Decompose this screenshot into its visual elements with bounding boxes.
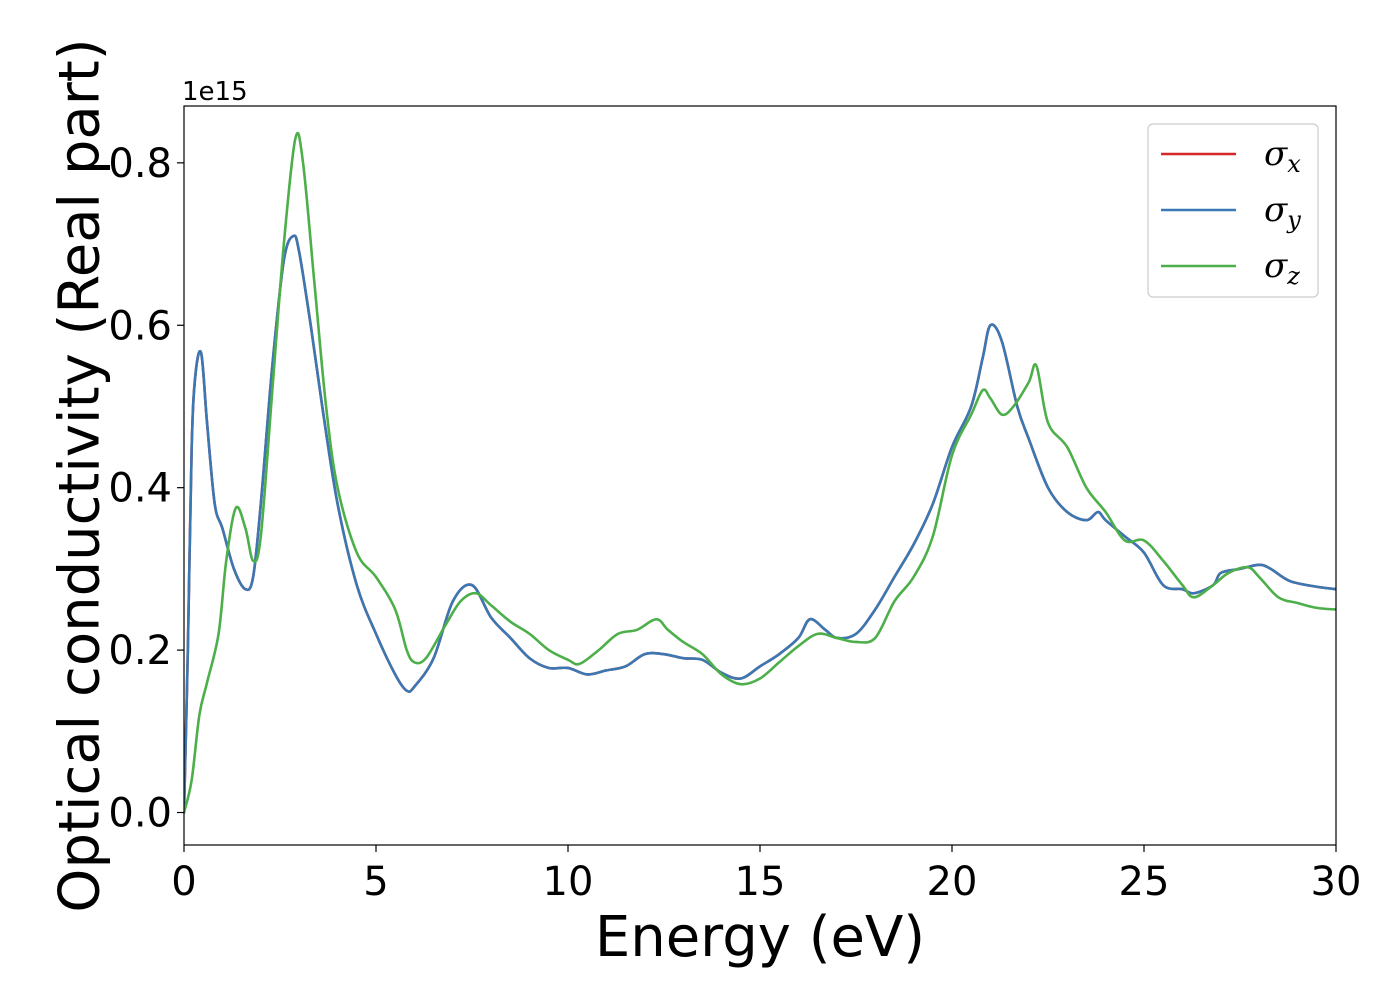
x-tick-label: 25: [1119, 859, 1170, 905]
legend-entry-x: σx: [1264, 134, 1301, 178]
y-tick-label: 0.4: [108, 466, 172, 512]
y-tick-label: 0.6: [108, 303, 172, 349]
y-tick-label: 0.8: [108, 141, 172, 187]
x-tick-label: 5: [363, 859, 388, 905]
y-axis: 0.0 0.2 0.4 0.6 0.8: [108, 141, 184, 837]
x-tick-label: 0: [171, 859, 196, 905]
x-axis-label: Energy (eV): [595, 905, 925, 970]
y-axis-label: Optical conductivity (Real part): [48, 38, 113, 912]
x-tick-label: 15: [735, 859, 786, 905]
y-tick-label: 0.0: [108, 791, 172, 837]
plot-lines: [184, 131, 1336, 814]
x-tick-label: 20: [927, 859, 978, 905]
x-axis: 0 5 10 15 20 25 30: [171, 845, 1361, 905]
legend-entry-z: σz: [1264, 246, 1300, 290]
x-tick-label: 30: [1311, 859, 1362, 905]
x-tick-label: 10: [543, 859, 594, 905]
series-line-z: [184, 131, 1336, 814]
y-axis-offset-label: 1e15: [182, 77, 248, 107]
legend-entry-y: σy: [1264, 190, 1301, 234]
y-tick-label: 0.2: [108, 628, 172, 674]
series-line-y: [184, 234, 1336, 814]
legend: σx σy σz: [1147, 123, 1319, 298]
